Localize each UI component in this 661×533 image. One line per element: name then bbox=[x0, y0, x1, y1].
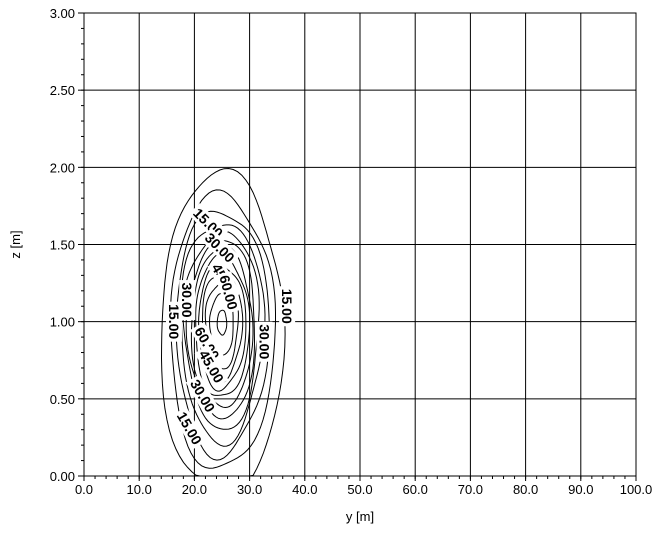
x-tick-label: 30.0 bbox=[237, 482, 262, 497]
y-tick-label: 2.00 bbox=[50, 160, 75, 175]
x-tick-label: 10.0 bbox=[127, 482, 152, 497]
contour-label-background bbox=[256, 321, 273, 362]
y-tick-label: 0.50 bbox=[50, 392, 75, 407]
y-tick-label: 2.50 bbox=[50, 83, 75, 98]
contour-line bbox=[160, 167, 286, 477]
contour-label-background bbox=[215, 270, 242, 314]
y-tick-label: 1.50 bbox=[50, 238, 75, 253]
contour-label-background bbox=[179, 280, 196, 321]
contour-label-background bbox=[172, 406, 207, 450]
contour-label: 30.00 bbox=[179, 283, 195, 318]
x-tick-label: 70.0 bbox=[458, 482, 483, 497]
contour-line bbox=[195, 252, 251, 396]
x-tick-label: 0.0 bbox=[75, 482, 93, 497]
contour-label-background bbox=[190, 321, 225, 365]
contour-label: 15.00 bbox=[166, 304, 182, 339]
y-tick-label: 3.00 bbox=[50, 6, 75, 21]
y-tick-label: 1.00 bbox=[50, 315, 75, 330]
x-axis-ticks: 0.0 10.0 20.0 30.0 40.0 50.0 60.0 70.0 80.0 90.0 1… bbox=[75, 476, 652, 497]
contour-label-background bbox=[279, 286, 296, 327]
y-axis-title: z [m] bbox=[8, 230, 23, 258]
contour-label-background bbox=[185, 374, 220, 418]
x-tick-label: 20.0 bbox=[182, 482, 207, 497]
contour-line bbox=[182, 230, 260, 430]
x-tick-label: 40.0 bbox=[292, 482, 317, 497]
contour-label-background bbox=[194, 345, 229, 388]
contour-label-background bbox=[165, 301, 182, 342]
x-tick-label: 80.0 bbox=[513, 482, 538, 497]
contour-label: 15.00 bbox=[279, 289, 295, 324]
contour-line bbox=[216, 309, 228, 336]
y-axis-ticks: 0.00 0.50 1.00 1.50 2.00 2.50 3.00 bbox=[50, 6, 84, 484]
x-tick-label: 60.0 bbox=[403, 482, 428, 497]
contour-label-background bbox=[199, 227, 240, 268]
y-tick-label: 0.00 bbox=[50, 469, 75, 484]
contour-line bbox=[185, 240, 256, 420]
x-tick-label: 100.0 bbox=[620, 482, 653, 497]
contour-line bbox=[198, 263, 247, 392]
x-axis-title: y [m] bbox=[346, 509, 374, 524]
contour-label: 30.00 bbox=[257, 324, 273, 359]
contour-label-background bbox=[188, 203, 228, 243]
x-tick-label: 50.0 bbox=[347, 482, 372, 497]
x-tick-label: 90.0 bbox=[568, 482, 593, 497]
